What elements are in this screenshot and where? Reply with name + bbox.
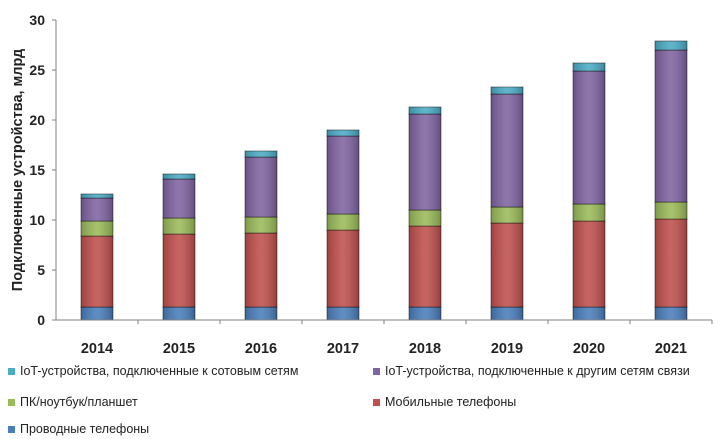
- y-tick-label: 0: [37, 312, 45, 328]
- bar-segment-shade: [245, 233, 277, 307]
- x-tick-label-2020: 2020: [573, 341, 605, 357]
- bar-segment-shade: [573, 204, 605, 221]
- x-tick-label-2014: 2014: [81, 341, 113, 357]
- legend-item-iot-cellular: IoT-устройства, подключенные к сотовым с…: [8, 364, 298, 378]
- bar-segment-shade: [327, 130, 359, 136]
- x-tick-label-2016: 2016: [245, 341, 277, 357]
- legend-item-mobile: Мобильные телефоны: [373, 395, 516, 409]
- bar-segment-shade: [573, 221, 605, 307]
- x-tick-label-2017: 2017: [327, 341, 359, 357]
- legend-label-iot-cellular: IoT-устройства, подключенные к сотовым с…: [20, 364, 299, 378]
- bar-segment-shade: [81, 236, 113, 307]
- y-axis-label: Подключенные устройства, млрд: [10, 49, 26, 291]
- bar-segment-shade: [163, 234, 195, 307]
- legend-item-landline: Проводные телефоны: [8, 422, 149, 436]
- bar-segment-shade: [655, 50, 687, 202]
- x-tick-label-2018: 2018: [409, 341, 441, 357]
- bar-segment-shade: [491, 207, 523, 223]
- y-tick-label: 25: [29, 62, 45, 78]
- x-tick-label-2015: 2015: [163, 341, 195, 357]
- bar-segment-shade: [655, 202, 687, 219]
- bar-segment-shade: [327, 136, 359, 214]
- bar-segment-shade: [409, 210, 441, 226]
- bars-group: [80, 40, 688, 321]
- bar-segment-shade: [655, 307, 687, 320]
- bar-segment-shade: [163, 307, 195, 320]
- legend-swatch-iot-cellular: [8, 367, 15, 375]
- legend-label-pc: ПК/ноутбук/планшет: [20, 395, 138, 409]
- legend-item-pc: ПК/ноутбук/планшет: [8, 395, 138, 409]
- bar-segment-shade: [409, 307, 441, 320]
- bar-segment-shade: [327, 230, 359, 307]
- bar-segment-shade: [81, 221, 113, 236]
- bar-segment-shade: [163, 218, 195, 234]
- x-tick-label-2021: 2021: [655, 341, 687, 357]
- y-tick-label: 30: [29, 12, 45, 28]
- bar-segment-shade: [245, 307, 277, 320]
- stacked-bar-chart: 0 5 10 15 20 25 30 2014 2015 2016 2017 2018 2019 202…: [10, 12, 713, 357]
- bar-segment-shade: [245, 157, 277, 217]
- bar-segment-shade: [573, 63, 605, 71]
- bar-segment-shade: [81, 307, 113, 320]
- bar-segment-shade: [409, 114, 441, 210]
- bar-segment-shade: [327, 214, 359, 230]
- bar-segment-shade: [573, 71, 605, 204]
- bar-segment-shade: [327, 307, 359, 320]
- y-tick-label: 10: [29, 212, 45, 228]
- bar-segment-shade: [245, 151, 277, 157]
- legend-swatch-mobile: [373, 398, 380, 406]
- bar-segment-shade: [409, 107, 441, 114]
- bar-segment-shade: [491, 307, 523, 320]
- y-tick-label: 5: [37, 262, 45, 278]
- bar-segment-shade: [163, 179, 195, 218]
- legend: IoT-устройства, подключенные к сотовым с…: [0, 362, 728, 439]
- legend-swatch-pc: [8, 398, 15, 406]
- x-tick-label-2019: 2019: [491, 341, 523, 357]
- bar-segment-shade: [245, 217, 277, 233]
- bar-segment-shade: [491, 94, 523, 207]
- legend-swatch-iot-other: [373, 367, 380, 375]
- y-tick-labels: 0 5 10 15 20 25 30: [29, 12, 56, 328]
- bar-segment-shade: [573, 307, 605, 320]
- x-tick-labels: 2014 2015 2016 2017 2018 2019 2020 2021: [81, 320, 713, 357]
- y-tick-label: 15: [29, 162, 45, 178]
- legend-swatch-landline: [8, 425, 15, 433]
- legend-item-iot-other: IoT-устройства, подключенные к другим се…: [373, 364, 690, 378]
- bar-segment-shade: [491, 223, 523, 307]
- legend-label-landline: Проводные телефоны: [20, 422, 150, 436]
- bar-segment-shade: [81, 198, 113, 221]
- legend-label-mobile: Мобильные телефоны: [385, 395, 517, 409]
- bar-segment-shade: [409, 226, 441, 307]
- bar-segment-shade: [655, 41, 687, 50]
- bar-segment-shade: [81, 194, 113, 198]
- bar-segment-shade: [491, 87, 523, 94]
- y-tick-label: 20: [29, 112, 45, 128]
- legend-label-iot-other: IoT-устройства, подключенные к другим се…: [385, 364, 690, 378]
- bar-segment-shade: [655, 219, 687, 307]
- bar-segment-shade: [163, 174, 195, 179]
